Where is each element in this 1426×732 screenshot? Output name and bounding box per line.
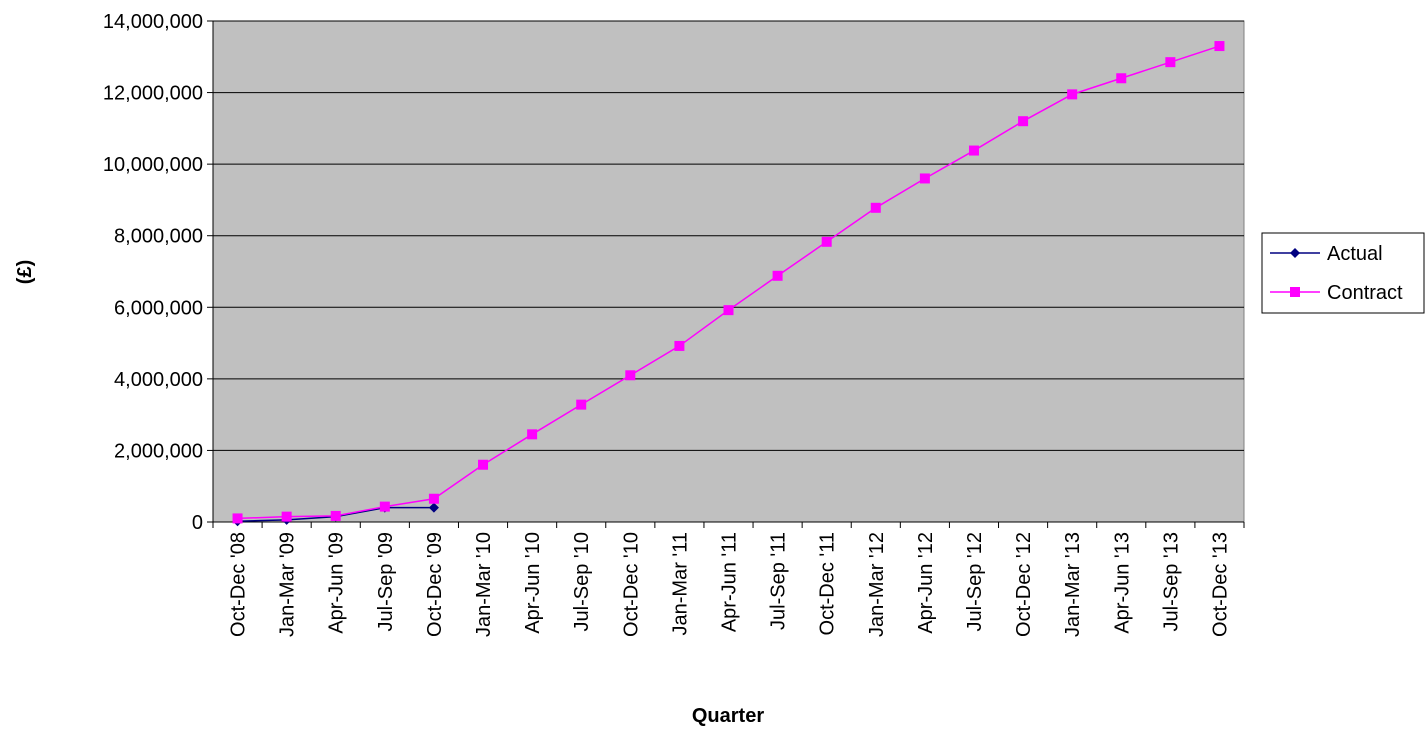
x-tick-label: Apr-Jun '11	[719, 532, 741, 632]
legend-box	[1261, 232, 1425, 314]
y-axis-title: (£)	[14, 260, 36, 284]
x-tick-label: Oct-Dec '12	[1013, 532, 1035, 637]
data-point-contract	[625, 370, 636, 381]
x-tick-label: Apr-Jun '13	[1111, 532, 1133, 634]
legend-label-actual: Actual	[1327, 243, 1383, 265]
x-tick-label: Jan-Mar '11	[669, 532, 691, 636]
data-point-contract	[232, 513, 243, 524]
x-axis-title: Quarter	[692, 705, 764, 727]
data-point-contract	[527, 429, 538, 440]
series-contract	[232, 41, 1225, 524]
data-point-contract	[1165, 57, 1176, 68]
axes: 0 2,000,000 4,000,000 6,000,000 8,000,000 10,…	[103, 11, 1245, 637]
data-point-actual	[428, 502, 439, 513]
y-tick-label: 8,000,000	[114, 226, 203, 248]
y-tick-label: 10,000,000	[103, 154, 203, 176]
x-tick-label: Oct-Dec '13	[1209, 532, 1231, 637]
x-tick-label: Apr-Jun '10	[522, 532, 544, 634]
legend: Actual Contract	[1261, 232, 1425, 314]
series-group	[232, 41, 1225, 527]
x-tick-label: Jul-Sep '12	[964, 532, 986, 631]
data-point-contract	[1018, 116, 1029, 127]
data-point-contract	[330, 510, 341, 521]
data-point-contract	[919, 173, 930, 184]
x-tick-label: Jan-Mar '13	[1062, 532, 1084, 637]
data-point-contract	[723, 305, 734, 316]
x-tick-label: Jul-Sep '09	[375, 532, 397, 631]
y-tick-label: 4,000,000	[114, 369, 203, 391]
y-tick-label: 0	[192, 512, 203, 534]
x-tick-label: Oct-Dec '09	[424, 532, 446, 637]
data-point-contract	[1116, 73, 1127, 84]
x-tick-label: Oct-Dec '10	[620, 532, 642, 637]
legend-item-actual: Actual	[1270, 243, 1383, 265]
y-tick-label: 14,000,000	[103, 11, 203, 33]
y-tick-label: 6,000,000	[114, 297, 203, 319]
x-tick-label: Apr-Jun '12	[915, 532, 937, 634]
data-point-contract	[870, 202, 881, 213]
legend-marker-actual	[1290, 248, 1300, 258]
x-tick-label: Jul-Sep '13	[1160, 532, 1182, 631]
data-point-contract	[821, 236, 832, 247]
data-point-contract	[428, 493, 439, 504]
x-tick-label: Oct-Dec '11	[817, 532, 839, 635]
data-point-contract	[1214, 41, 1225, 52]
data-point-contract	[968, 145, 979, 156]
data-point-contract	[1067, 89, 1078, 100]
data-point-contract	[674, 340, 685, 351]
x-tick-label: Jul-Sep '11	[768, 532, 790, 630]
data-point-contract	[772, 270, 783, 281]
plot-area	[212, 20, 1245, 523]
y-tick-label: 12,000,000	[103, 83, 203, 105]
data-point-contract	[576, 399, 587, 410]
x-tick-label: Jul-Sep '10	[571, 532, 593, 631]
legend-marker-contract	[1290, 287, 1300, 297]
data-point-contract	[478, 459, 489, 470]
legend-label-contract: Contract	[1327, 282, 1403, 304]
x-tick-label: Oct-Dec '08	[228, 532, 250, 637]
x-tick-label: Jan-Mar '10	[473, 532, 495, 637]
y-tick-label: 2,000,000	[114, 440, 203, 462]
data-point-contract	[379, 501, 390, 512]
x-tick-label: Apr-Jun '09	[326, 532, 348, 634]
data-point-contract	[281, 511, 292, 522]
x-tick-label: Jan-Mar '09	[277, 532, 299, 637]
x-tick-label: Jan-Mar '12	[866, 532, 888, 637]
legend-item-contract: Contract	[1270, 282, 1403, 304]
